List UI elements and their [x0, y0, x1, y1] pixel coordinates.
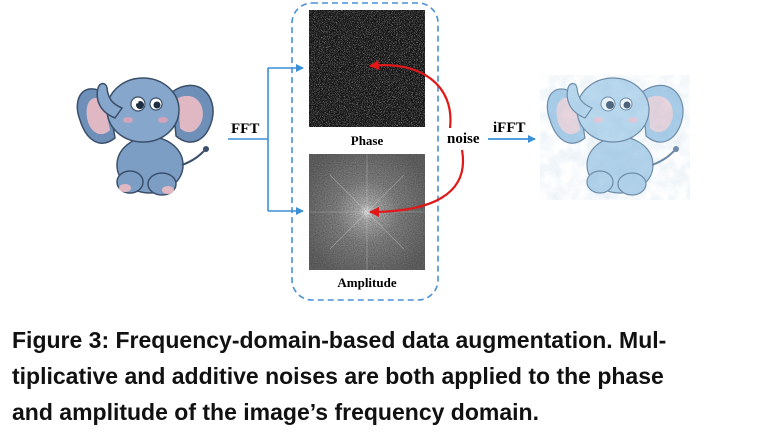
caption-line-1: Figure 3: Frequency-domain-based data au…	[12, 327, 667, 353]
caption-line-2: tiplicative and additive noises are both…	[12, 363, 664, 389]
ifft-label: iFFT	[493, 120, 526, 136]
phase-label: Phase	[351, 133, 384, 148]
phase-spectrum-image	[309, 10, 425, 127]
augmented-elephant-image	[540, 75, 690, 200]
caption-line-3: and amplitude of the image’s frequency d…	[12, 399, 539, 425]
noise-arrows	[369, 59, 465, 217]
fft-branch-arrows	[228, 64, 304, 215]
amplitude-spectrum-image	[309, 154, 425, 270]
augmentation-diagram: FFT Phase noise iFFT Amplitude	[76, 2, 690, 301]
figure-caption: Figure 3: Frequency-domain-based data au…	[12, 322, 762, 430]
fft-label: FFT	[231, 121, 259, 137]
original-elephant-image	[76, 77, 214, 196]
dashed-frequency-box	[291, 2, 439, 301]
amplitude-label: Amplitude	[337, 275, 396, 290]
noise-label: noise	[447, 131, 480, 147]
